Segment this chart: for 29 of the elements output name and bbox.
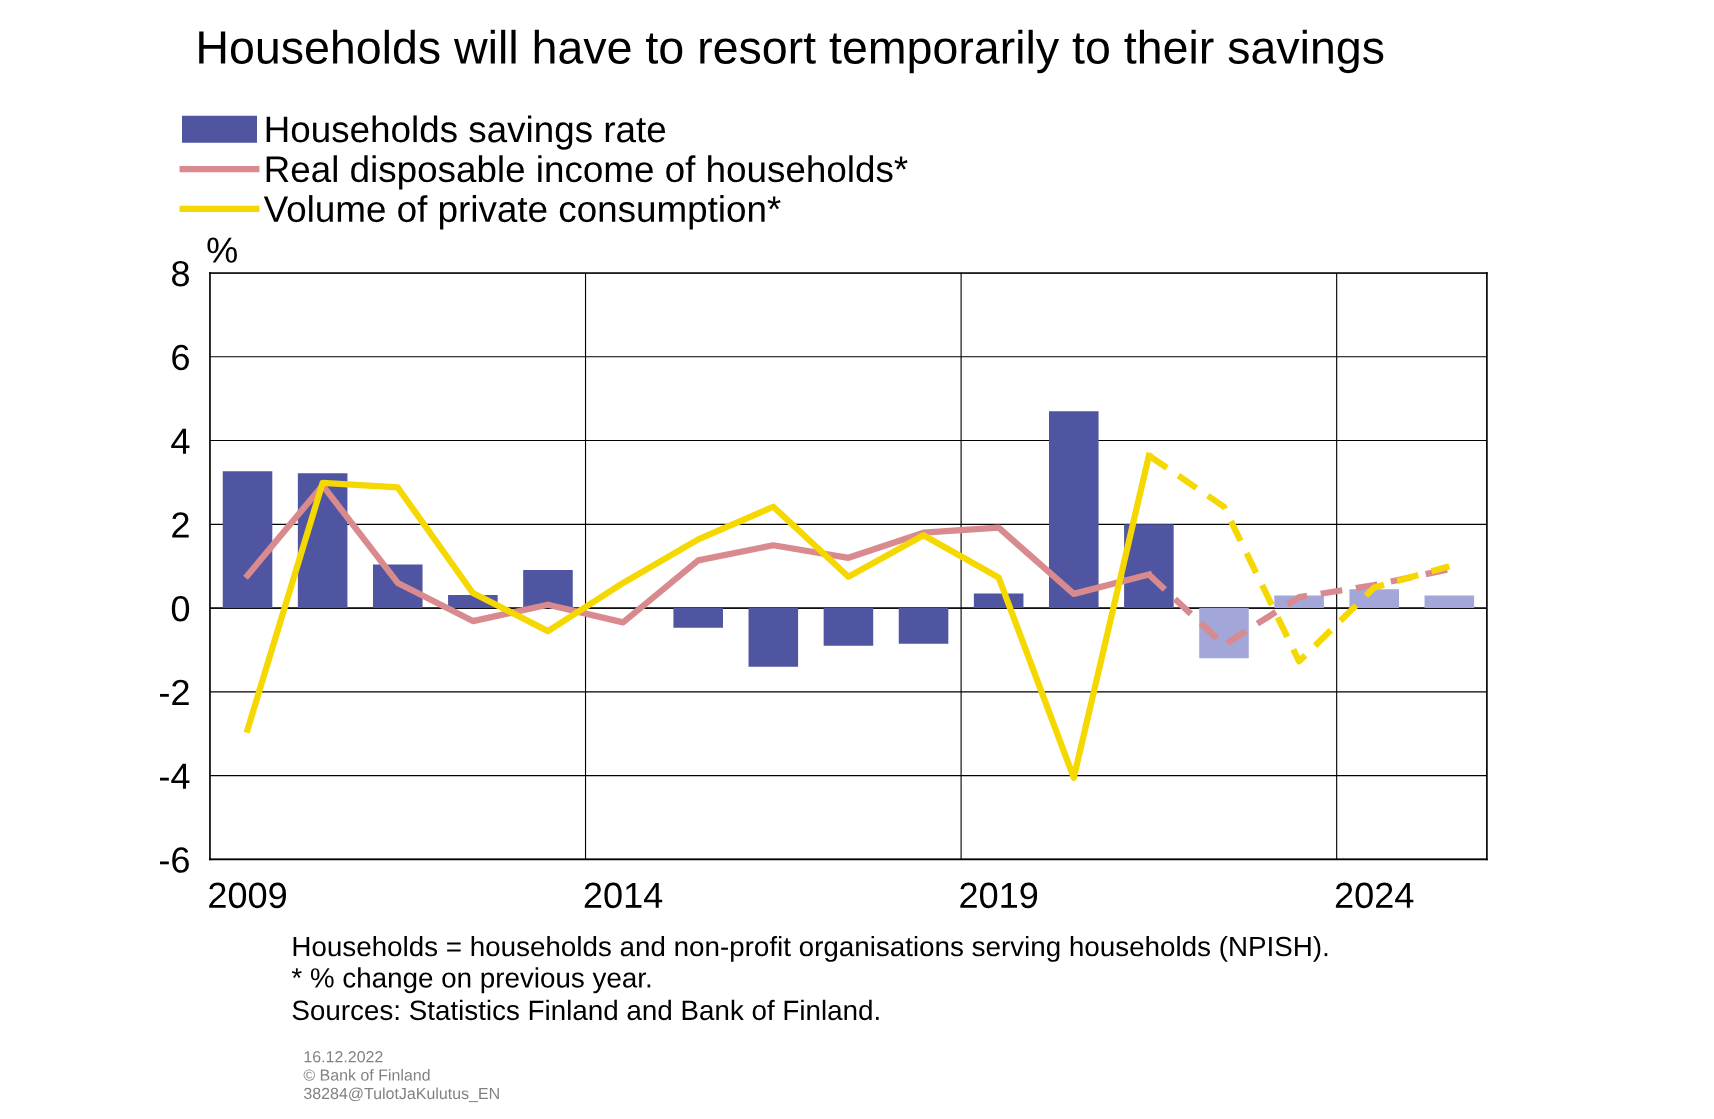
bar [1048,411,1099,609]
x-tick-label: 2014 [584,882,663,909]
x-tick-label: 2024 [1335,882,1414,909]
legend-label: Real disposable income of households* [266,155,908,190]
legend-label: Volume of private consumption* [263,195,781,230]
y-axis-title: % [207,237,237,263]
chart-title: Households will have to resort temporarily to their savings [199,29,1384,74]
text: * % change on previous year. [291,967,651,994]
source-note: Sources: Statistics Finland and Bank of Finland. [292,999,879,1021]
legend-label: Households savings rate [266,115,666,150]
x-tick-label: 2019 [960,882,1038,909]
bar [823,608,874,646]
text: 16.12.2022 © Bank of Finland 38284@TulotJaKulutus_EN [303,1051,499,1103]
bar [1424,595,1475,609]
bar [222,471,273,609]
y-tick-label: -4 [160,763,190,789]
y-tick-label: 0 [171,595,190,622]
bar [673,608,723,628]
bar [748,608,799,667]
bar [523,569,573,609]
text: Households = households and non-profit organisations serving households (NPISH). [293,935,1328,962]
bar [898,608,949,644]
x-tick-label: 2009 [209,882,286,909]
y-tick-label: -6 [160,847,189,873]
y-tick-label: 2 [172,512,189,538]
y-tick-label: 8 [172,260,189,287]
y-tick-label: 6 [172,344,189,371]
y-tick-label: 4 [171,428,190,454]
y-tick-label: -2 [160,679,189,705]
